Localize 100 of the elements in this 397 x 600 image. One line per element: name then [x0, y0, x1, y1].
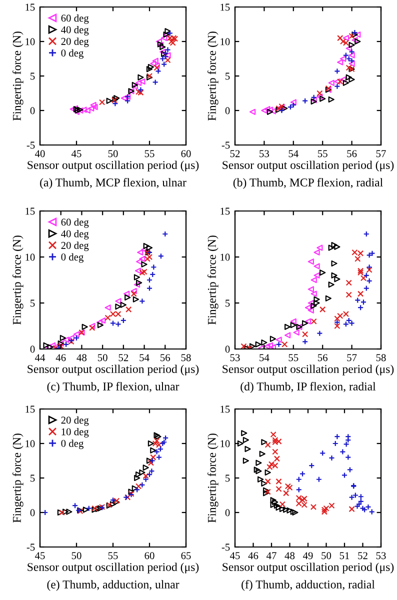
point: [112, 100, 118, 107]
point: [332, 440, 338, 447]
point: [360, 275, 367, 282]
point: [274, 502, 280, 509]
y-axis-title: Fingertip force (N): [207, 32, 218, 121]
legend-label: 40 deg: [61, 230, 89, 240]
point: [348, 320, 355, 326]
point: [272, 499, 278, 506]
point: [340, 56, 346, 62]
x-tick-label: 50: [98, 354, 108, 362]
point: [334, 78, 340, 85]
y-tick-label: 15: [220, 208, 230, 215]
y-axis-title: Fingertip force (N): [207, 434, 218, 523]
point: [342, 40, 350, 46]
point: [290, 322, 296, 328]
point: [115, 298, 122, 304]
point: [362, 506, 368, 513]
x-tick-label: 46: [56, 354, 66, 362]
point: [308, 300, 314, 306]
y-tick-label: 0: [30, 509, 35, 516]
point: [249, 343, 256, 349]
point: [80, 106, 87, 113]
point: [352, 32, 358, 38]
x-tick-label: 55: [144, 150, 154, 158]
point: [316, 90, 323, 96]
point: [270, 497, 276, 504]
point: [100, 317, 106, 324]
y-tick-label: 5: [226, 474, 230, 482]
x-tick-label: 58: [181, 354, 191, 362]
point: [164, 57, 171, 64]
x-tick-label: 54: [260, 354, 270, 362]
x-tick-label: 54: [140, 354, 150, 362]
point: [348, 60, 355, 67]
point: [152, 79, 158, 86]
legend-label: 20 deg: [61, 242, 89, 252]
point: [161, 34, 168, 42]
x-tick-label: 65: [181, 552, 191, 560]
point: [272, 448, 278, 455]
point: [150, 454, 156, 460]
point: [126, 306, 132, 312]
point: [368, 508, 375, 515]
text: (d) Thumb, IP flexion, radial: [240, 382, 376, 393]
point: [354, 297, 361, 304]
point: [261, 439, 268, 446]
x-tick-label: 45: [230, 552, 240, 560]
point: [314, 296, 320, 302]
point: [156, 442, 162, 448]
point: [282, 341, 288, 348]
point: [287, 104, 294, 110]
point: [302, 338, 308, 345]
point: [261, 107, 268, 114]
point: [316, 476, 322, 482]
point: [124, 290, 130, 297]
point: [270, 108, 276, 114]
point: [256, 468, 262, 474]
x-axis-title: Sensor output oscillation period (μs): [28, 364, 199, 376]
point: [310, 94, 317, 100]
point: [276, 486, 282, 492]
point: [257, 476, 264, 482]
point: [314, 263, 320, 270]
y-tick-label: 0: [225, 107, 230, 114]
point: [296, 476, 302, 482]
point: [278, 107, 285, 114]
point: [134, 268, 142, 274]
x-tick-label: 51: [340, 552, 350, 560]
y-tick-label: 15: [26, 406, 35, 413]
point: [110, 320, 116, 326]
point: [90, 102, 96, 108]
x-tick-label: 56: [160, 354, 170, 362]
x-tick-label: 56: [347, 150, 357, 158]
point: [342, 34, 350, 42]
point: [340, 448, 346, 455]
point: [348, 494, 355, 500]
point: [331, 242, 338, 248]
y-tick-label: 10: [220, 440, 230, 448]
point: [143, 242, 150, 250]
y-tick-label: 15: [26, 4, 35, 11]
point: [345, 434, 352, 440]
point: [276, 341, 282, 348]
point: [110, 497, 116, 504]
point: [241, 430, 248, 436]
point: [141, 268, 148, 275]
legend-label: 20 deg: [61, 416, 89, 426]
point: [237, 440, 244, 447]
point: [150, 447, 156, 454]
point: [110, 501, 116, 508]
y-tick-label: 0: [30, 346, 35, 353]
point: [299, 497, 306, 504]
point: [266, 342, 274, 348]
point: [328, 244, 334, 251]
legend-label: 60 deg: [61, 14, 89, 24]
point: [268, 461, 275, 468]
point: [284, 483, 291, 490]
x-tick-label: 52: [118, 354, 128, 362]
point: [279, 506, 286, 512]
point: [342, 321, 350, 328]
point: [328, 80, 334, 86]
point: [363, 272, 370, 278]
point: [358, 494, 364, 500]
x-tick-label: 45: [34, 552, 45, 560]
